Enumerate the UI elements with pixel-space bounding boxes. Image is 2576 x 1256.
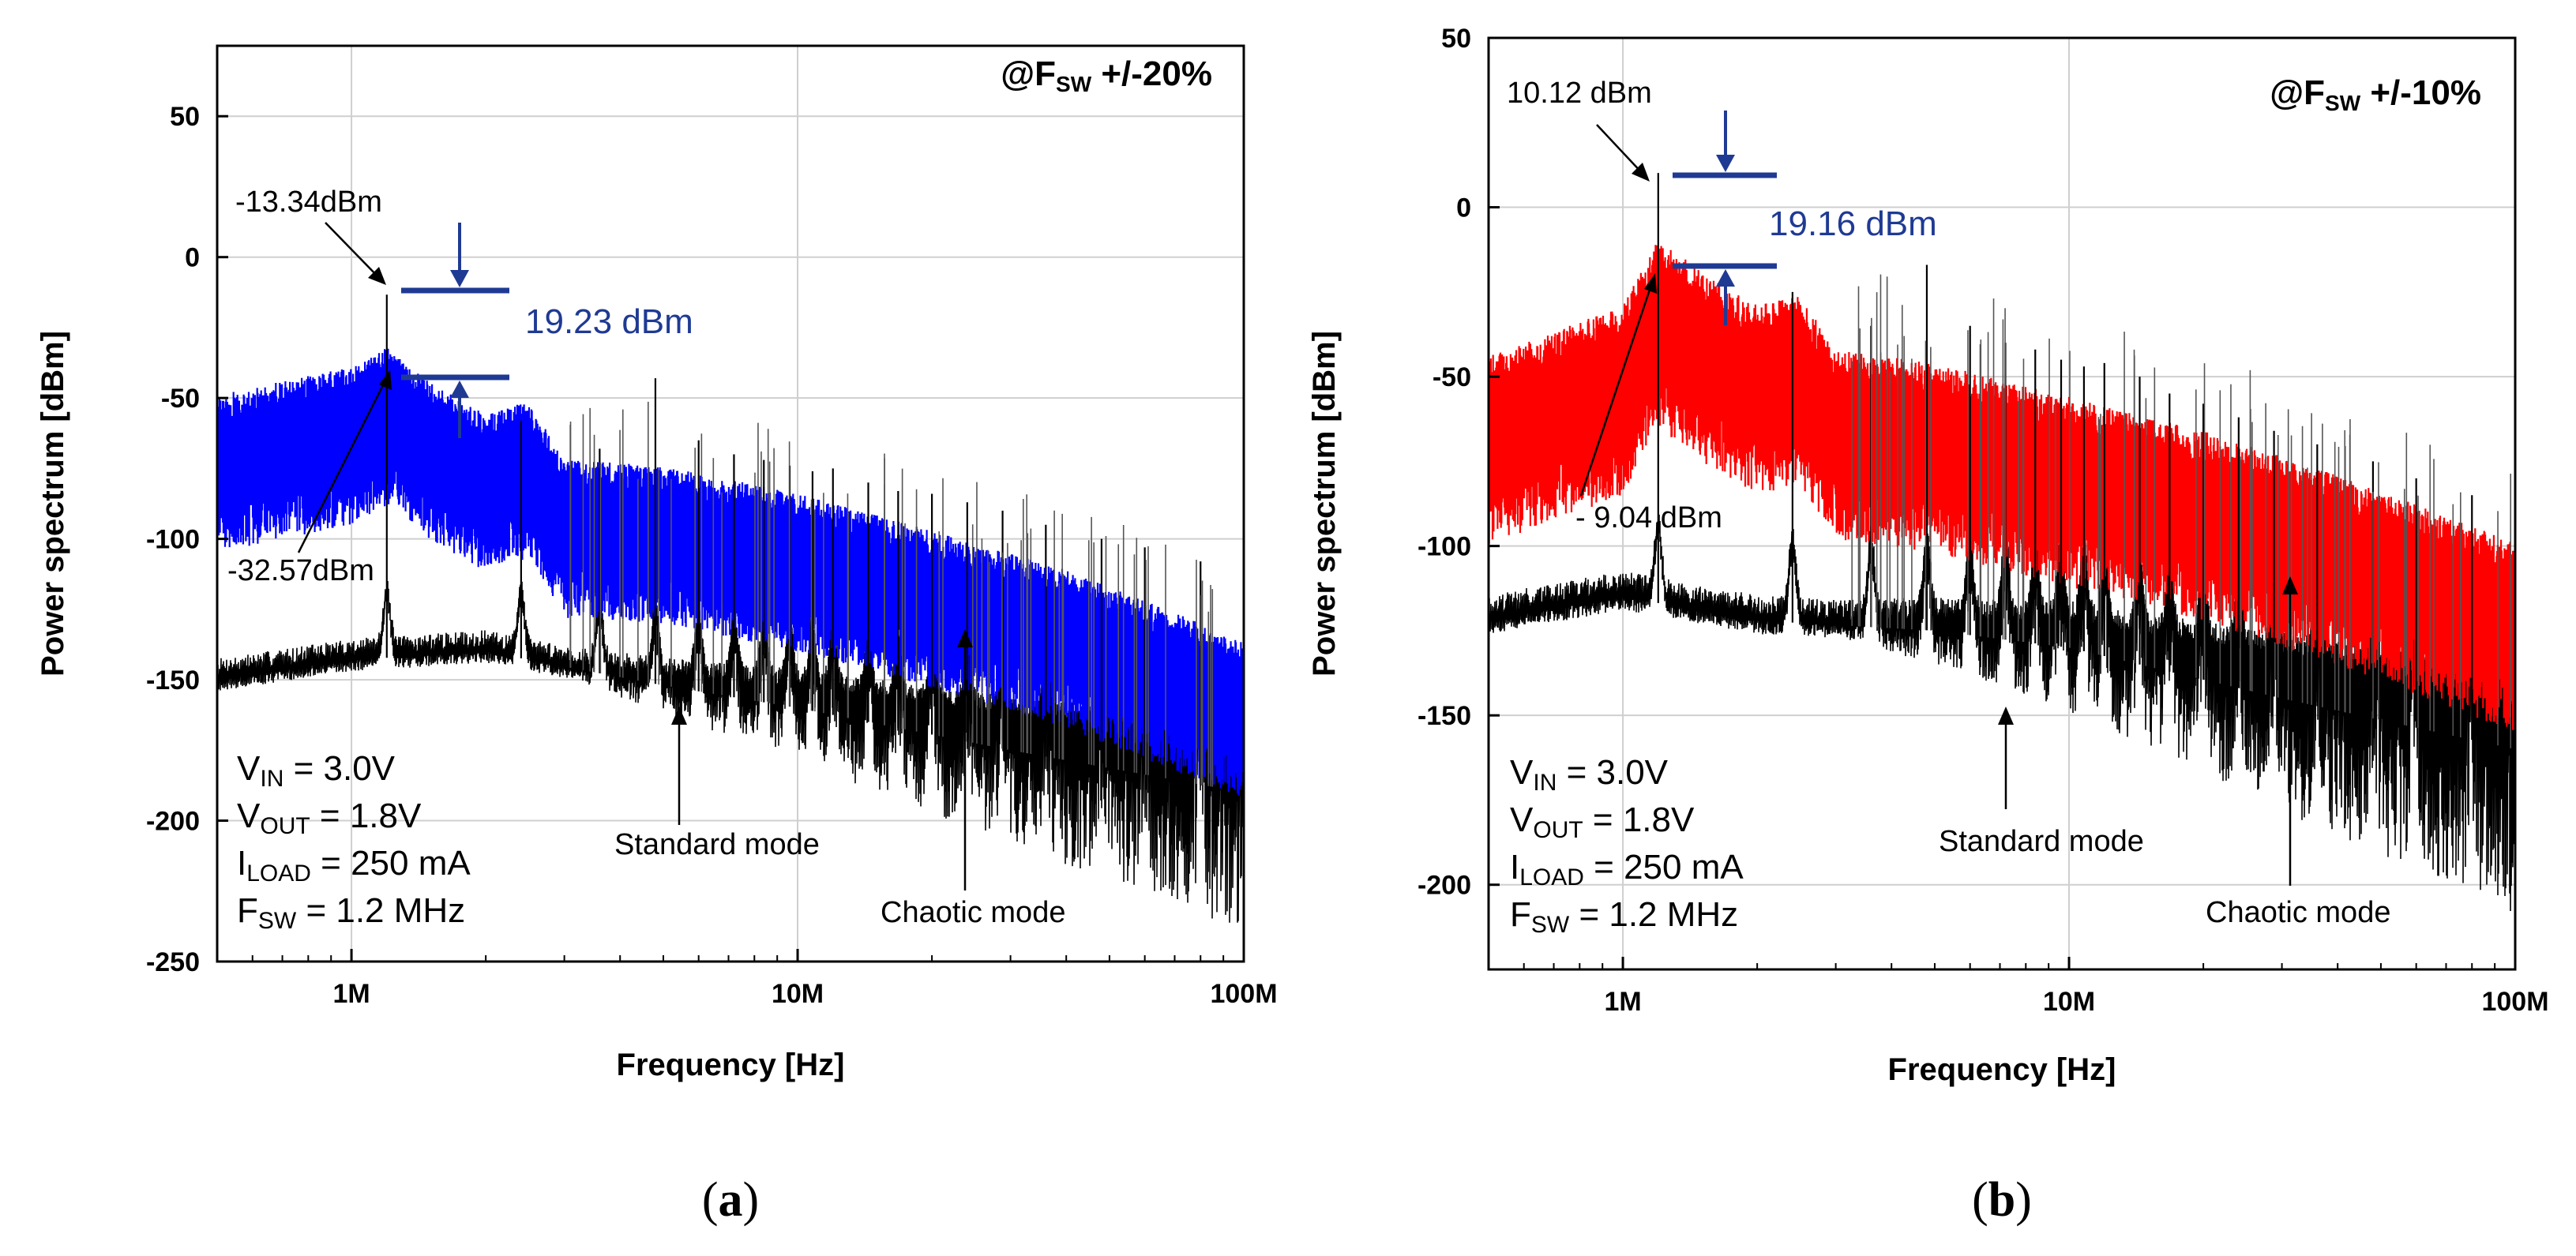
difference-label: 19.23 dBm	[525, 302, 693, 341]
panel-b: 50 0 -50 -100 -150 -200 1M 10M 100M Frequency [H…	[1307, 24, 2549, 1227]
y-tick-label: -150	[146, 665, 200, 695]
x-tick-label: 10M	[772, 979, 824, 1009]
y-tick-label: -200	[146, 807, 200, 837]
spectrum-traces	[216, 294, 1245, 924]
x-tick-label: 100M	[2481, 987, 2548, 1017]
chaotic-peak-arrowhead	[1644, 273, 1657, 294]
y-tick-label: -150	[1418, 701, 1471, 731]
standard-mode-label: Standard mode	[1939, 825, 2144, 858]
svg-text:ILOAD = 250 mA: ILOAD = 250 mA	[237, 844, 471, 887]
x-tick-label: 1M	[1604, 987, 1641, 1017]
standard-peak-arrowhead	[368, 267, 386, 285]
x-tick-label: 10M	[2043, 987, 2095, 1017]
operating-conditions: VIN = 3.0V VOUT = 1.8V ILOAD = 250 mA FS…	[237, 749, 471, 934]
standard-peak-label: 10.12 dBm	[1507, 77, 1652, 110]
x-axis-title: Frequency [Hz]	[617, 1048, 845, 1082]
svg-text:ILOAD = 250 mA: ILOAD = 250 mA	[1510, 848, 1744, 890]
svg-text:FSW = 1.2 MHz: FSW = 1.2 MHz	[237, 891, 465, 934]
chaotic-mode-label: Chaotic mode	[881, 896, 1065, 929]
svg-text:VOUT = 1.8V: VOUT = 1.8V	[237, 797, 422, 839]
x-tick-label: 1M	[332, 979, 370, 1009]
panel-label: (a)	[702, 1173, 759, 1227]
panel-a: 50 0 -50 -100 -150 -200 -250 1M 10M 100M Frequenc…	[36, 44, 1278, 1227]
chaotic-peak-arrowhead	[379, 369, 392, 390]
difference-label: 19.16 dBm	[1769, 204, 1937, 243]
difference-arrowhead-top	[450, 270, 469, 287]
y-tick-label: -100	[146, 525, 200, 555]
chaotic-mode-label: Chaotic mode	[2206, 896, 2390, 929]
y-tick-label: -50	[1433, 362, 1471, 392]
y-tick-label: 0	[185, 243, 200, 273]
y-tick-label: 50	[170, 102, 200, 132]
axis-ticks: 50 0 -50 -100 -150 -200 1M 10M 100M	[1418, 24, 2549, 1017]
standard-peak-label: -13.34dBm	[235, 186, 382, 219]
standard-mode-arrowhead	[671, 707, 687, 725]
x-tick-label: 100M	[1210, 979, 1277, 1009]
mode-tag: @FSW +/-10%	[2270, 73, 2481, 115]
operating-conditions: VIN = 3.0V VOUT = 1.8V ILOAD = 250 mA FS…	[1510, 753, 1744, 938]
y-tick-label: 50	[1441, 24, 1471, 54]
standard-mode-spectrum	[216, 580, 1245, 924]
chaotic-mode-arrowhead	[957, 629, 973, 647]
axis-ticks: 50 0 -50 -100 -150 -200 -250 1M 10M 100M	[146, 102, 1278, 1009]
y-axis-title: Power spectrum [dBm]	[1307, 331, 1342, 677]
plot-frame	[1487, 36, 2517, 971]
chaotic-peak-label: -32.57dBm	[227, 554, 374, 587]
standard-mode-arrowhead	[1998, 707, 2014, 725]
standard-peak-arrow	[1596, 124, 1645, 176]
y-tick-label: -50	[161, 384, 200, 414]
chaotic-peak-arrow	[1579, 282, 1654, 497]
standard-peak-arrow	[325, 222, 382, 281]
svg-text:VOUT = 1.8V: VOUT = 1.8V	[1510, 800, 1695, 843]
chaotic-mode-arrowhead	[2282, 576, 2298, 594]
y-tick-label: -100	[1418, 532, 1471, 562]
standard-peak-arrowhead	[1632, 163, 1650, 182]
spectrum-traces	[1487, 173, 2516, 912]
y-tick-label: -200	[1418, 871, 1471, 901]
y-tick-label: 0	[1456, 193, 1471, 223]
y-tick-label: -250	[146, 947, 200, 977]
difference-arrowhead-top	[1716, 155, 1735, 172]
mode-tag: @FSW +/-20%	[1001, 54, 1212, 96]
standard-mode-label: Standard mode	[614, 828, 820, 861]
plot-frame	[216, 44, 1245, 963]
panel-label: (b)	[1972, 1173, 2032, 1227]
difference-arrowhead-bottom	[1716, 269, 1735, 287]
svg-text:VIN = 3.0V: VIN = 3.0V	[237, 749, 396, 792]
difference-arrowhead-bottom	[450, 381, 469, 398]
x-axis-title: Frequency [Hz]	[1888, 1052, 2116, 1087]
svg-text:FSW = 1.2 MHz: FSW = 1.2 MHz	[1510, 895, 1738, 938]
y-axis-title: Power spectrum [dBm]	[36, 331, 70, 677]
chaotic-peak-label: - 9.04 dBm	[1575, 501, 1722, 534]
svg-text:VIN = 3.0V: VIN = 3.0V	[1510, 753, 1669, 796]
chaotic-peak-arrow	[297, 377, 389, 553]
